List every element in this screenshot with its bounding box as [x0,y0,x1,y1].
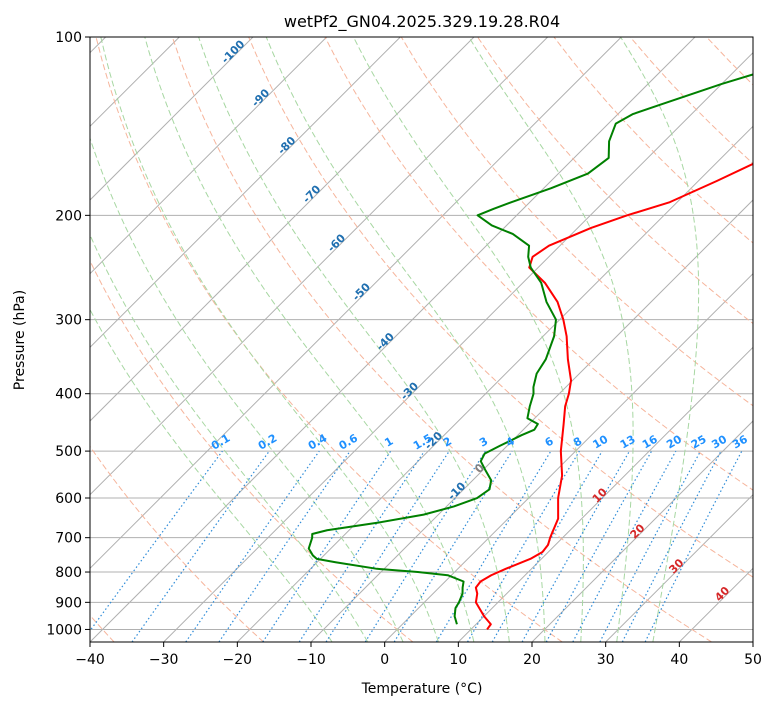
x-tick-label: −30 [149,652,179,668]
mixing-ratio-line [90,450,223,632]
moist-adiabat [90,233,369,642]
plot-background [90,37,753,642]
y-tick-label: 300 [55,313,82,329]
x-tick-label: 30 [597,652,615,668]
isotherm-line [752,641,753,642]
dry-adiabat [400,37,753,407]
y-axis: 100 200 300 400 500 600 700 800 900 1000 [46,30,90,638]
mixing-ratio-line [262,450,392,642]
dry-adiabat [248,37,753,578]
x-tick-label: 10 [449,652,467,668]
dewpoint-profile-line [307,73,753,625]
skewed-isotherms [90,37,753,642]
y-tick-label: 600 [55,491,82,507]
isotherm-line [457,346,753,642]
mixing-ratio-line [218,450,351,642]
x-tick-label: 50 [744,652,762,668]
y-axis-label: Pressure (hPa) [12,290,28,390]
isotherm-line [310,199,753,642]
isotherm-line [163,51,753,642]
mixing-ratio-line [131,450,270,642]
moist-adiabat [100,37,439,642]
y-tick-label: 800 [55,565,82,581]
mixing-ratio-line [545,450,653,642]
dry-adiabats [90,37,753,642]
moist-adiabat [90,136,404,642]
mixing-ratio-line [325,450,450,642]
dry-adiabat [90,259,414,642]
isotherm-line [605,493,753,642]
x-tick-label: 20 [523,652,541,668]
dry-adiabat [95,37,563,642]
mixing-ratio-line [644,450,743,642]
isotherm-line [236,125,753,642]
moist-adiabat [265,37,546,642]
dry-adiabat [90,445,264,642]
isotherm-line [90,37,622,570]
isotherm-line [90,37,328,275]
x-tick-label: 40 [670,652,688,668]
mixing-ratio-line [185,450,320,642]
mixing-ratio-line [521,450,631,642]
x-tick-label: −40 [75,652,105,668]
chart-title: wetPf2_GN04.2025.329.19.28.R04 [284,12,560,32]
x-tick-label: −10 [296,652,326,668]
moist-adiabat [144,37,475,642]
isotherm-line [531,420,753,642]
pressure-grid [90,37,753,630]
isotherm-line [384,272,753,642]
mixing-ratio-line [572,450,677,642]
isotherm-line [90,37,696,642]
isotherm-line [90,37,401,349]
x-tick-label: −20 [223,652,253,668]
plot-frame [89,36,754,643]
x-axis-label: Temperature (°C) [361,681,483,697]
temperature-profile-line [474,162,753,631]
sounding-series [307,73,753,631]
isotherm-line [90,37,475,422]
y-tick-label: 700 [55,531,82,547]
x-tick-label: 0 [380,652,389,668]
moist-adiabat [353,37,584,642]
dry-adiabat [171,37,712,642]
y-tick-label: 200 [55,208,82,224]
y-tick-label: 1000 [46,622,82,638]
moist-adiabat [620,37,700,642]
y-tick-label: 100 [55,30,82,46]
y-tick-label: 400 [55,387,82,403]
y-tick-label: 900 [55,595,82,611]
mixing-ratio-line [393,450,513,642]
isotherm-line [90,37,254,201]
x-axis: −40 −30 −20 −10 0 10 20 30 40 50 [75,642,762,668]
moist-adiabat [198,37,510,642]
isotherm-line [90,37,549,496]
y-tick-label: 500 [55,444,82,460]
